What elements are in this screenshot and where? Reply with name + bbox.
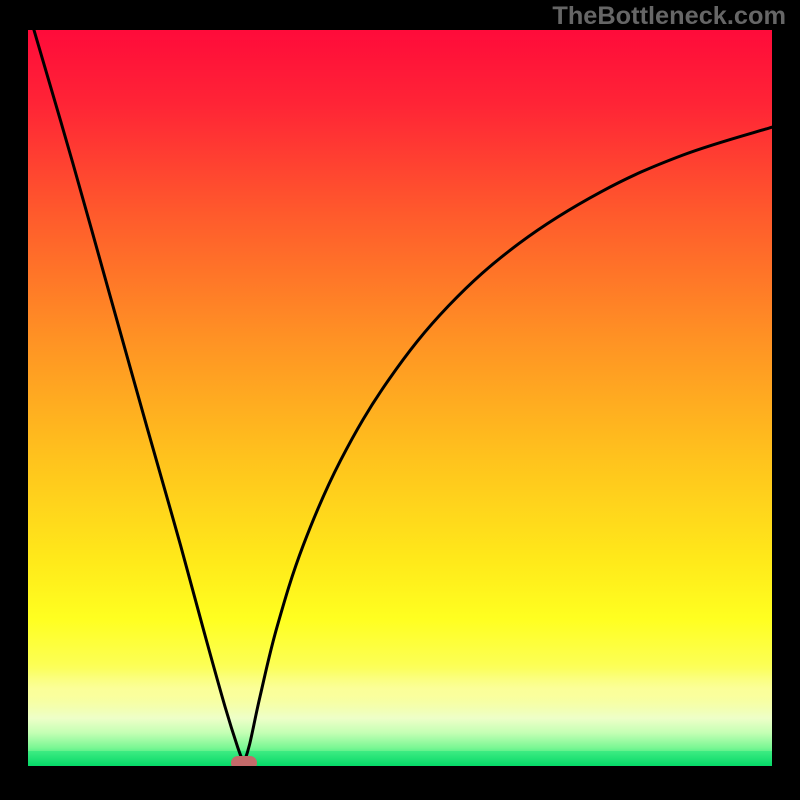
curve-svg (28, 30, 772, 766)
minimum-marker (231, 756, 257, 766)
plot-area (28, 30, 772, 766)
bottleneck-curve (34, 30, 772, 763)
chart-canvas: TheBottleneck.com (0, 0, 800, 800)
watermark-text: TheBottleneck.com (552, 2, 786, 31)
